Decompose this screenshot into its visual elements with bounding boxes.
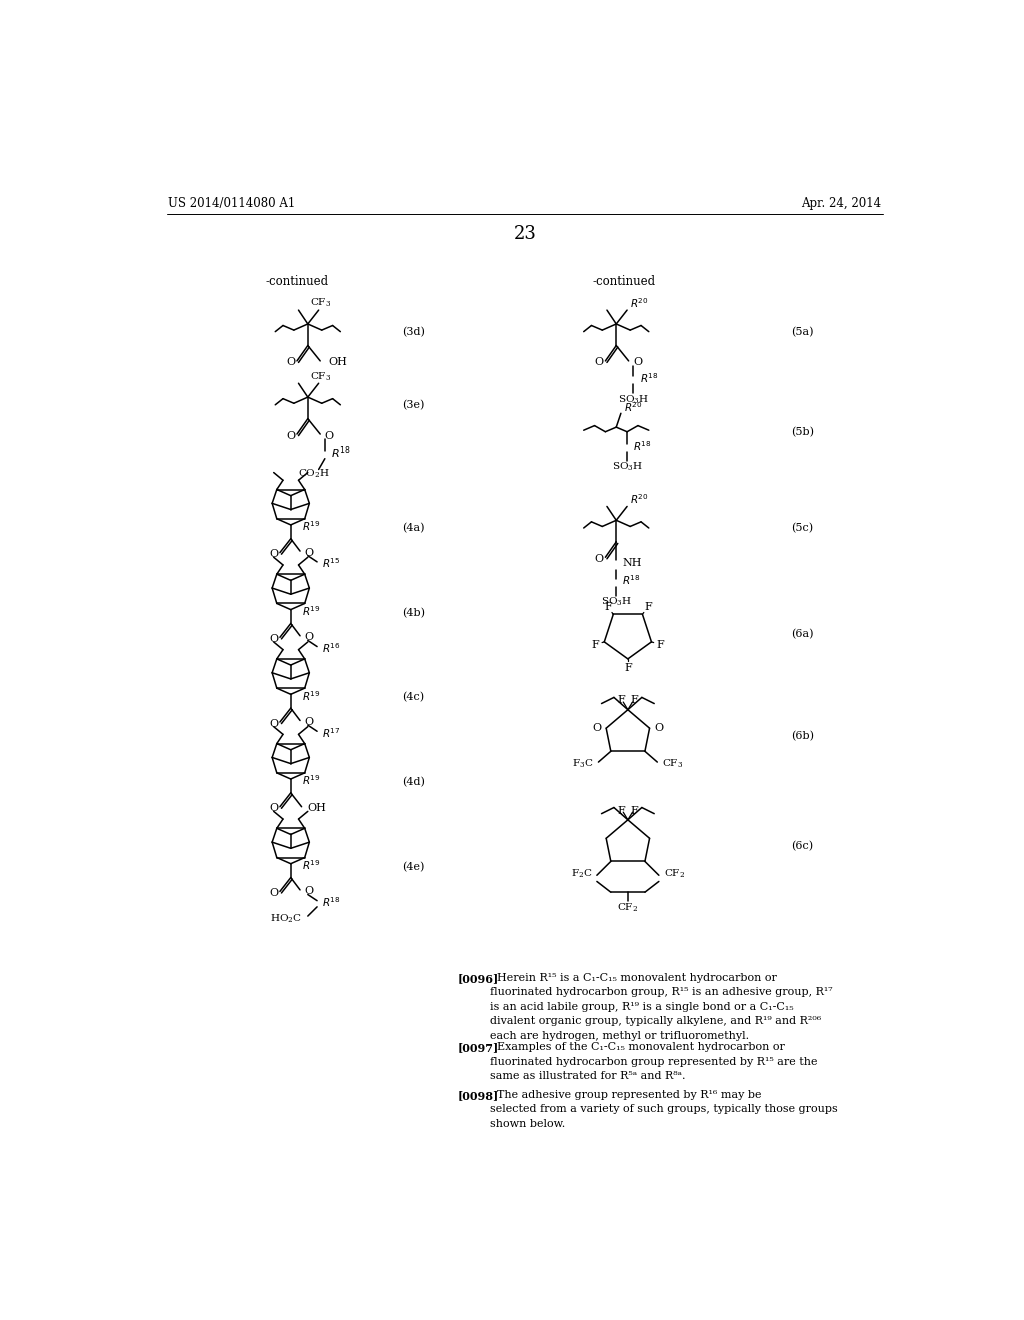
Text: (5b): (5b) [791,426,814,437]
Text: F: F [630,696,638,705]
Text: Examples of the C₁-C₁₅ monovalent hydrocarbon or
fluorinated hydrocarbon group r: Examples of the C₁-C₁₅ monovalent hydroc… [489,1043,817,1081]
Text: (4b): (4b) [401,607,425,618]
Text: $R^{19}$: $R^{19}$ [302,689,321,702]
Text: $R^{19}$: $R^{19}$ [302,520,321,533]
Text: O: O [305,548,313,557]
Text: -continued: -continued [593,275,655,288]
Text: -continued: -continued [265,275,329,288]
Text: Herein R¹⁵ is a C₁-C₁₅ monovalent hydrocarbon or
fluorinated hydrocarbon group, : Herein R¹⁵ is a C₁-C₁₅ monovalent hydroc… [489,973,833,1040]
Text: O: O [633,358,642,367]
Text: $R^{15}$: $R^{15}$ [322,557,340,570]
Text: O: O [325,430,334,441]
Text: $R^{18}$: $R^{18}$ [640,371,658,384]
Text: F: F [644,602,652,612]
Text: The adhesive group represented by R¹⁶ may be
selected from a variety of such gro: The adhesive group represented by R¹⁶ ma… [489,1090,838,1129]
Text: O: O [269,634,279,644]
Text: (3d): (3d) [401,326,425,337]
Text: $R^{17}$: $R^{17}$ [322,726,340,739]
Text: US 2014/0114080 A1: US 2014/0114080 A1 [168,197,296,210]
Text: O: O [654,723,664,733]
Text: $R^{18}$: $R^{18}$ [331,445,351,461]
Text: (5a): (5a) [791,326,813,337]
Text: $\mathregular{F_3C}$: $\mathregular{F_3C}$ [572,758,594,770]
Text: $R^{19}$: $R^{19}$ [302,858,321,873]
Text: $R^{20}$: $R^{20}$ [630,296,649,310]
Text: O: O [305,632,313,643]
Text: F: F [617,696,626,705]
Text: $\mathregular{F_2C}$: $\mathregular{F_2C}$ [570,867,592,880]
Text: $\mathregular{HO_2C}$: $\mathregular{HO_2C}$ [269,913,302,925]
Text: $R^{20}$: $R^{20}$ [624,400,643,414]
Text: O: O [269,804,279,813]
Text: (6b): (6b) [791,731,814,741]
Text: $\mathregular{CF_2}$: $\mathregular{CF_2}$ [617,902,638,913]
Text: $R^{18}$: $R^{18}$ [633,438,652,453]
Text: $\mathregular{SO_3H}$: $\mathregular{SO_3H}$ [617,393,649,405]
Text: Apr. 24, 2014: Apr. 24, 2014 [801,197,882,210]
Text: O: O [269,718,279,729]
Text: (6a): (6a) [791,630,813,639]
Text: $R^{19}$: $R^{19}$ [302,774,321,788]
Text: $R^{20}$: $R^{20}$ [630,492,649,507]
Text: O: O [286,430,295,441]
Text: F: F [630,805,638,816]
Text: $\mathregular{SO_3H}$: $\mathregular{SO_3H}$ [601,595,632,609]
Text: O: O [593,723,601,733]
Text: F: F [592,640,599,649]
Text: O: O [269,888,279,898]
Text: (6c): (6c) [792,841,813,851]
Text: O: O [305,717,313,727]
Text: F: F [656,640,665,649]
Text: (4e): (4e) [402,862,424,873]
Text: F: F [617,805,626,816]
Text: 23: 23 [513,224,537,243]
Text: F: F [604,602,611,612]
Text: OH: OH [308,804,327,813]
Text: [0096]: [0096] [458,973,499,985]
Text: (5c): (5c) [792,523,813,533]
Text: NH: NH [623,558,642,569]
Text: O: O [305,887,313,896]
Text: $\mathregular{CO_2H}$: $\mathregular{CO_2H}$ [298,467,330,480]
Text: O: O [595,358,604,367]
Text: [0098]: [0098] [458,1090,499,1101]
Text: $\mathregular{SO_3H}$: $\mathregular{SO_3H}$ [611,461,643,474]
Text: $\mathregular{CF_3}$: $\mathregular{CF_3}$ [309,370,331,383]
Text: $R^{18}$: $R^{18}$ [322,895,340,909]
Text: (3e): (3e) [402,400,424,411]
Text: $R^{18}$: $R^{18}$ [623,573,641,587]
Text: $\mathregular{CF_3}$: $\mathregular{CF_3}$ [662,758,683,770]
Text: (4a): (4a) [402,523,425,533]
Text: $R^{19}$: $R^{19}$ [302,605,321,618]
Text: (4c): (4c) [402,692,424,702]
Text: O: O [595,554,604,564]
Text: F: F [624,663,632,673]
Text: $\mathregular{CF_3}$: $\mathregular{CF_3}$ [309,297,331,309]
Text: $R^{16}$: $R^{16}$ [322,642,340,655]
Text: [0097]: [0097] [458,1043,499,1053]
Text: O: O [286,358,295,367]
Text: (4d): (4d) [401,777,425,787]
Text: OH: OH [328,358,347,367]
Text: $\mathregular{CF_2}$: $\mathregular{CF_2}$ [664,867,685,880]
Text: O: O [269,549,279,560]
